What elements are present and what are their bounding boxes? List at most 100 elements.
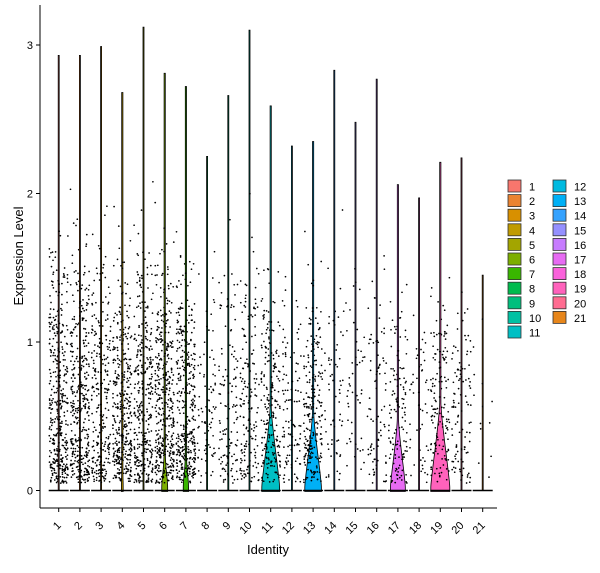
point [55, 475, 58, 478]
point [113, 420, 116, 422]
point [103, 477, 105, 480]
point [129, 371, 132, 374]
point [163, 288, 166, 290]
point [178, 372, 180, 375]
point [83, 479, 85, 481]
legend-swatch [507, 281, 522, 295]
point [186, 319, 188, 322]
point [391, 480, 393, 482]
point [125, 292, 127, 295]
point [165, 347, 168, 350]
legend-label: 11 [529, 328, 540, 340]
point [52, 433, 55, 436]
point [337, 439, 340, 442]
point [313, 338, 316, 341]
point [349, 440, 352, 443]
legend-item-4: 4 [507, 223, 535, 237]
point [401, 458, 404, 460]
point [456, 368, 459, 371]
point [347, 419, 349, 422]
point [90, 398, 93, 401]
point [143, 450, 146, 452]
point [436, 480, 439, 483]
point [49, 480, 52, 483]
point [99, 461, 102, 464]
point [377, 439, 380, 442]
point [303, 355, 305, 357]
point [304, 444, 307, 446]
point [168, 409, 171, 412]
point [65, 419, 67, 422]
point [77, 388, 80, 390]
point [53, 471, 56, 474]
point [160, 319, 163, 322]
point [440, 380, 443, 383]
point [138, 443, 141, 446]
point [198, 449, 200, 451]
point [117, 225, 120, 227]
point [320, 480, 322, 482]
point [116, 336, 118, 338]
point [398, 476, 401, 479]
point [127, 348, 130, 350]
point [192, 366, 195, 369]
point [221, 383, 223, 386]
point [149, 444, 152, 447]
point [212, 329, 214, 332]
point [86, 469, 89, 471]
point [197, 457, 199, 459]
point [121, 372, 123, 375]
point [254, 461, 257, 464]
point [464, 395, 467, 397]
point [254, 451, 257, 454]
point [285, 399, 288, 402]
point [394, 470, 397, 472]
point [313, 412, 315, 415]
point [310, 350, 313, 352]
point [161, 444, 163, 447]
point [150, 327, 153, 330]
point [57, 445, 59, 448]
point [59, 392, 62, 395]
point [178, 478, 181, 481]
point [319, 460, 321, 463]
point [443, 406, 445, 409]
point [272, 300, 275, 303]
point [392, 443, 395, 446]
point [183, 426, 185, 428]
point [63, 374, 66, 377]
point [430, 419, 433, 421]
point [154, 407, 157, 409]
point [415, 347, 418, 350]
point [52, 385, 55, 388]
point [112, 442, 114, 445]
point [63, 380, 65, 382]
point [139, 302, 141, 304]
point [122, 428, 125, 430]
point [391, 437, 394, 439]
point [375, 418, 378, 421]
point [85, 304, 88, 307]
point [382, 359, 385, 362]
point [192, 415, 195, 418]
point [82, 400, 85, 403]
point [133, 448, 136, 450]
point [98, 480, 100, 482]
point [112, 427, 114, 430]
point [87, 464, 89, 467]
point [314, 439, 317, 442]
point [311, 384, 314, 387]
point [426, 473, 429, 476]
point [64, 368, 67, 371]
point [156, 325, 159, 328]
point [181, 462, 183, 465]
point [157, 352, 160, 355]
point [456, 450, 459, 453]
point [128, 421, 131, 424]
point [161, 272, 164, 275]
violin-group-11 [260, 105, 282, 492]
point [320, 452, 322, 455]
point [151, 463, 154, 466]
point [187, 419, 190, 421]
legend-swatch [552, 281, 567, 295]
